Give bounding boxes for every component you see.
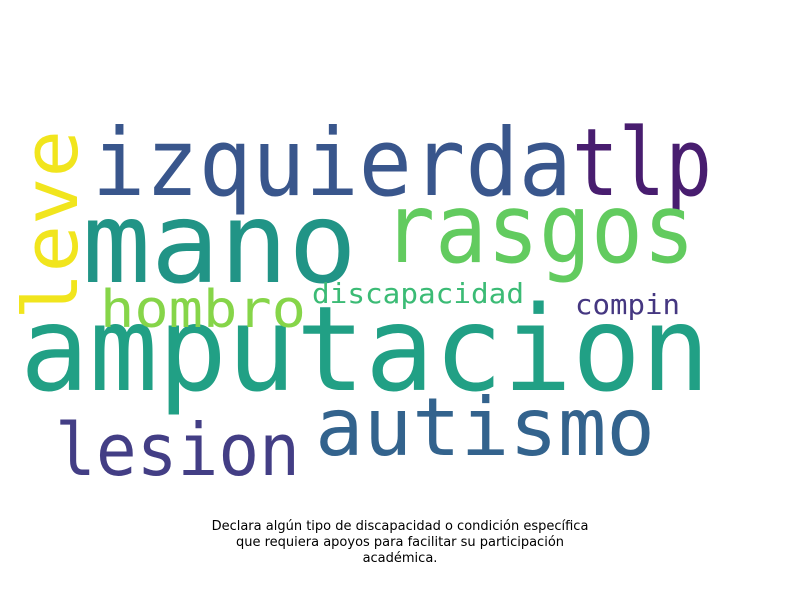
word-discapacidad: discapacidad — [312, 277, 524, 310]
caption-line-3: académica. — [362, 551, 438, 566]
word-leve: leve — [6, 130, 95, 320]
word-tlp: tlp — [572, 109, 712, 218]
caption-line-1: Declara algún tipo de discapacidad o con… — [211, 519, 589, 534]
caption-line-2: que requiera apoyos para facilitar su pa… — [235, 535, 565, 550]
word-izquierda: izquierda — [92, 109, 572, 218]
word-hombro: hombro — [100, 280, 306, 340]
word-compin: compin — [575, 288, 680, 321]
word-mano: mano — [82, 179, 357, 309]
chart-caption: Declara algún tipo de discapacidad o con… — [0, 519, 800, 567]
word-amputacion: amputacion — [20, 280, 710, 418]
word-autismo: autismo — [315, 381, 655, 474]
word-rasgos: rasgos — [383, 173, 695, 285]
word-lesion: lesion — [55, 408, 300, 492]
